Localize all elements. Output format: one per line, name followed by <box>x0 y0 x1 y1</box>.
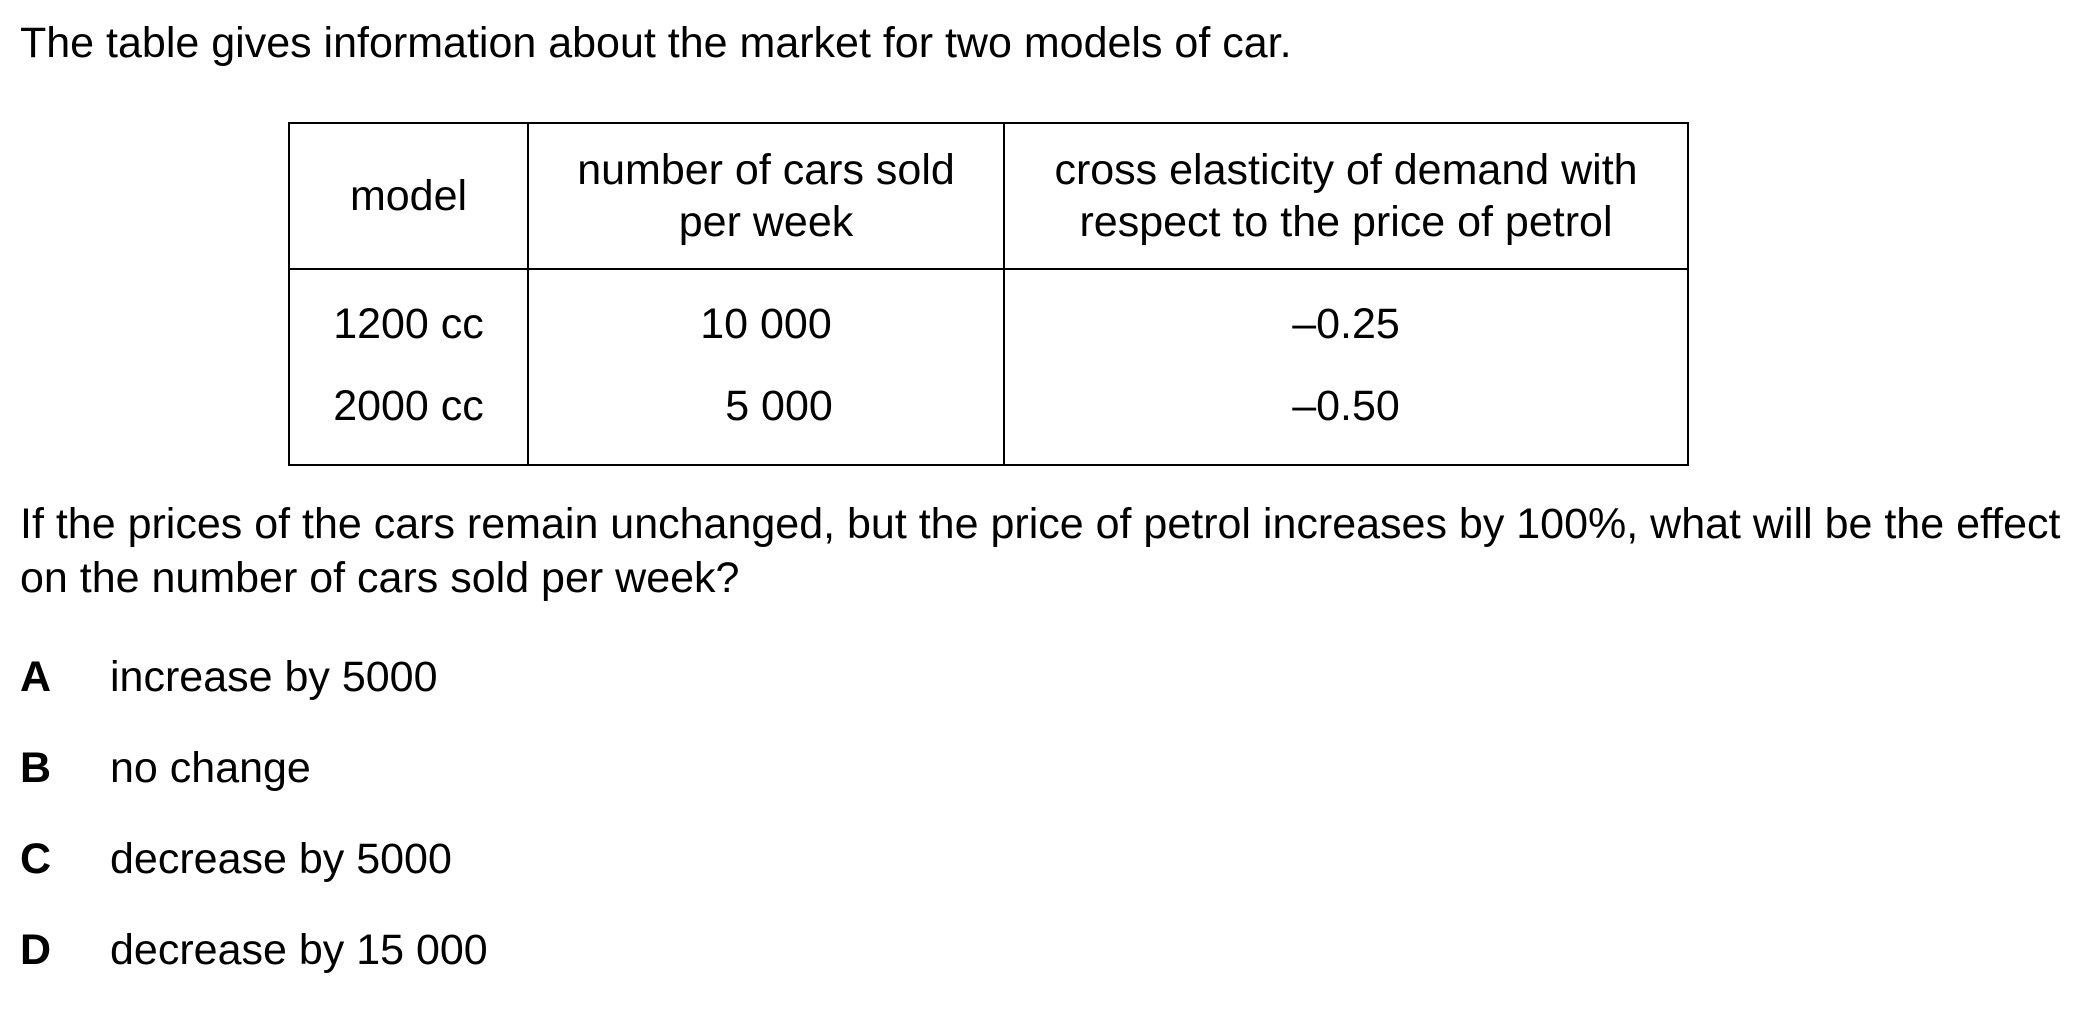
option-letter: B <box>20 744 52 792</box>
cell-cross-elasticity: –0.50 <box>1003 360 1689 466</box>
answer-options: A increase by 5000 B no change C decreas… <box>20 650 488 1014</box>
cell-cars-sold: 5 000 <box>527 360 1005 466</box>
intro-text: The table gives information about the ma… <box>20 19 1292 67</box>
option-a[interactable]: A increase by 5000 <box>20 650 488 704</box>
option-c[interactable]: C decrease by 5000 <box>20 832 488 886</box>
table-header-row: model number of cars sold per week cross… <box>288 122 1689 270</box>
header-cross-elasticity-line2: respect to the price of petrol <box>1079 198 1613 246</box>
cell-model: 1200 cc <box>288 269 529 360</box>
header-cross-elasticity: cross elasticity of demand with respect … <box>1003 122 1689 270</box>
option-letter: A <box>20 653 52 701</box>
option-letter: C <box>20 835 52 883</box>
cell-cars-sold: 10 000 <box>527 269 1005 360</box>
header-cars-sold-line2: per week <box>678 198 854 246</box>
header-cross-elasticity-line1: cross elasticity of demand with <box>1054 146 1638 194</box>
option-b[interactable]: B no change <box>20 741 488 795</box>
option-text: decrease by 5000 <box>110 835 452 883</box>
option-text: no change <box>110 744 311 792</box>
header-cars-sold: number of cars sold per week <box>527 122 1005 270</box>
table-row: 1200 cc 10 000 –0.25 <box>288 269 1689 360</box>
cell-model: 2000 cc <box>288 360 529 466</box>
header-model: model <box>288 122 529 270</box>
option-text: increase by 5000 <box>110 653 438 701</box>
cell-cross-elasticity: –0.25 <box>1003 269 1689 360</box>
option-letter: D <box>20 926 52 974</box>
table-row: 2000 cc 5 000 –0.50 <box>288 360 1689 466</box>
option-d[interactable]: D decrease by 15 000 <box>20 923 488 977</box>
question-text: If the prices of the cars remain unchang… <box>20 500 2061 602</box>
header-cars-sold-line1: number of cars sold <box>577 146 955 194</box>
car-market-table: model number of cars sold per week cross… <box>288 122 1689 466</box>
header-model-label: model <box>349 172 468 220</box>
option-text: decrease by 15 000 <box>110 926 488 974</box>
